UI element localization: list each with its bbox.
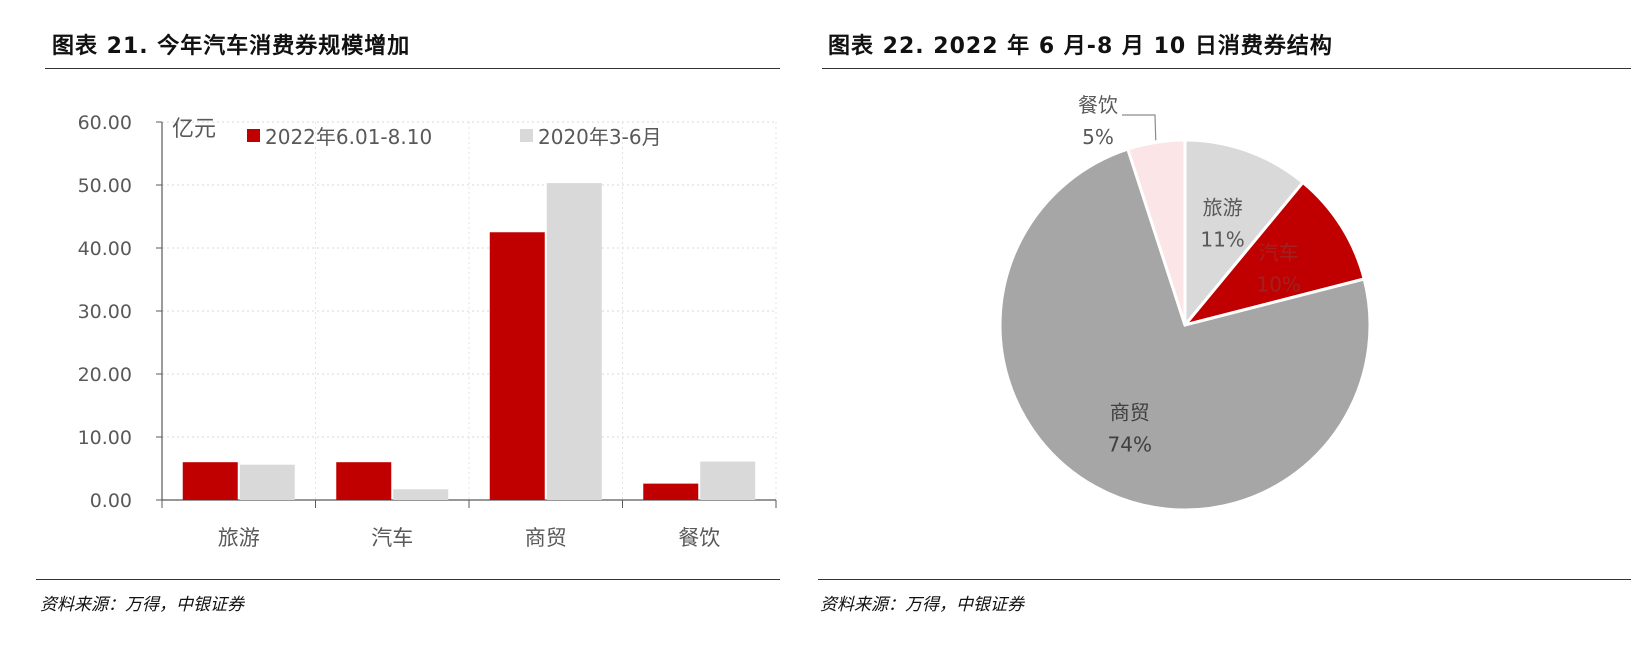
pie-chart: 旅游 11% 汽车 10% 商贸 74% 餐饮 5% xyxy=(998,93,1372,512)
right-source-note: 资料来源：万得，中银证券 xyxy=(820,595,1024,615)
bar-series-2022 xyxy=(643,483,699,500)
y-tick-label: 60.00 xyxy=(78,112,132,134)
bar-series-2022 xyxy=(489,232,545,500)
left-figure: 图表 21. 今年汽车消费券规模增加 0.00 10.00 20.00 30.00 40… xyxy=(0,0,800,652)
bar-series-2020 xyxy=(546,183,602,501)
pie-category-label: 商贸 xyxy=(1110,401,1150,425)
pie-slice-商贸 xyxy=(998,147,1372,512)
x-tick-label: 汽车 xyxy=(371,526,413,550)
bar-chart: 0.00 10.00 20.00 30.00 40.00 50.00 60.00 旅游 汽车 商贸… xyxy=(78,112,777,550)
y-tick-label: 40.00 xyxy=(78,238,132,260)
pie-slice-旅游 xyxy=(1183,138,1306,330)
left-figure-title: 图表 21. 今年汽车消费券规模增加 xyxy=(52,34,411,59)
left-source-note: 资料来源：万得，中银证券 xyxy=(40,595,244,615)
x-tick-label: 餐饮 xyxy=(678,526,720,550)
y-axis-unit-label: 亿元 xyxy=(172,117,216,142)
y-tick-label: 0.00 xyxy=(90,490,132,512)
legend-swatch xyxy=(247,129,260,142)
pie-percent-label: 10% xyxy=(1256,273,1300,297)
pie-category-label: 餐饮 xyxy=(1078,93,1118,117)
x-tick-label: 旅游 xyxy=(218,526,260,550)
pie-category-label: 旅游 xyxy=(1203,196,1243,220)
pie-category-label: 汽车 xyxy=(1259,241,1299,265)
legend-label: 2022年6.01-8.10 xyxy=(265,125,432,149)
legend-label: 2020年3-6月 xyxy=(538,125,662,149)
bar-series-2022 xyxy=(182,462,238,500)
bar-series-2022 xyxy=(336,462,392,500)
right-title-rule xyxy=(822,68,1631,69)
left-title-rule xyxy=(45,68,780,69)
pie-leader-line xyxy=(1122,114,1157,141)
y-tick-label: 30.00 xyxy=(78,301,132,323)
y-tick-label: 50.00 xyxy=(78,175,132,197)
right-figure-title: 图表 22. 2022 年 6 月-8 月 10 日消费券结构 xyxy=(828,34,1333,59)
y-tick-label: 20.00 xyxy=(78,364,132,386)
bar-series-2020 xyxy=(239,464,295,500)
pie-percent-label: 5% xyxy=(1082,125,1114,149)
right-source-rule xyxy=(818,579,1631,580)
bar-series-2020 xyxy=(393,489,449,500)
y-tick-label: 10.00 xyxy=(78,427,132,449)
pie-percent-label: 11% xyxy=(1200,228,1244,252)
pie-slice-餐饮 xyxy=(1125,138,1187,326)
bar-series-2020 xyxy=(700,461,756,500)
legend-swatch xyxy=(520,129,533,142)
left-source-rule xyxy=(36,579,780,580)
right-figure: 图表 22. 2022 年 6 月-8 月 10 日消费券结构 旅游 11% 汽车 1… xyxy=(800,0,1631,652)
pie-percent-label: 74% xyxy=(1108,433,1152,457)
x-tick-label: 商贸 xyxy=(525,526,567,550)
